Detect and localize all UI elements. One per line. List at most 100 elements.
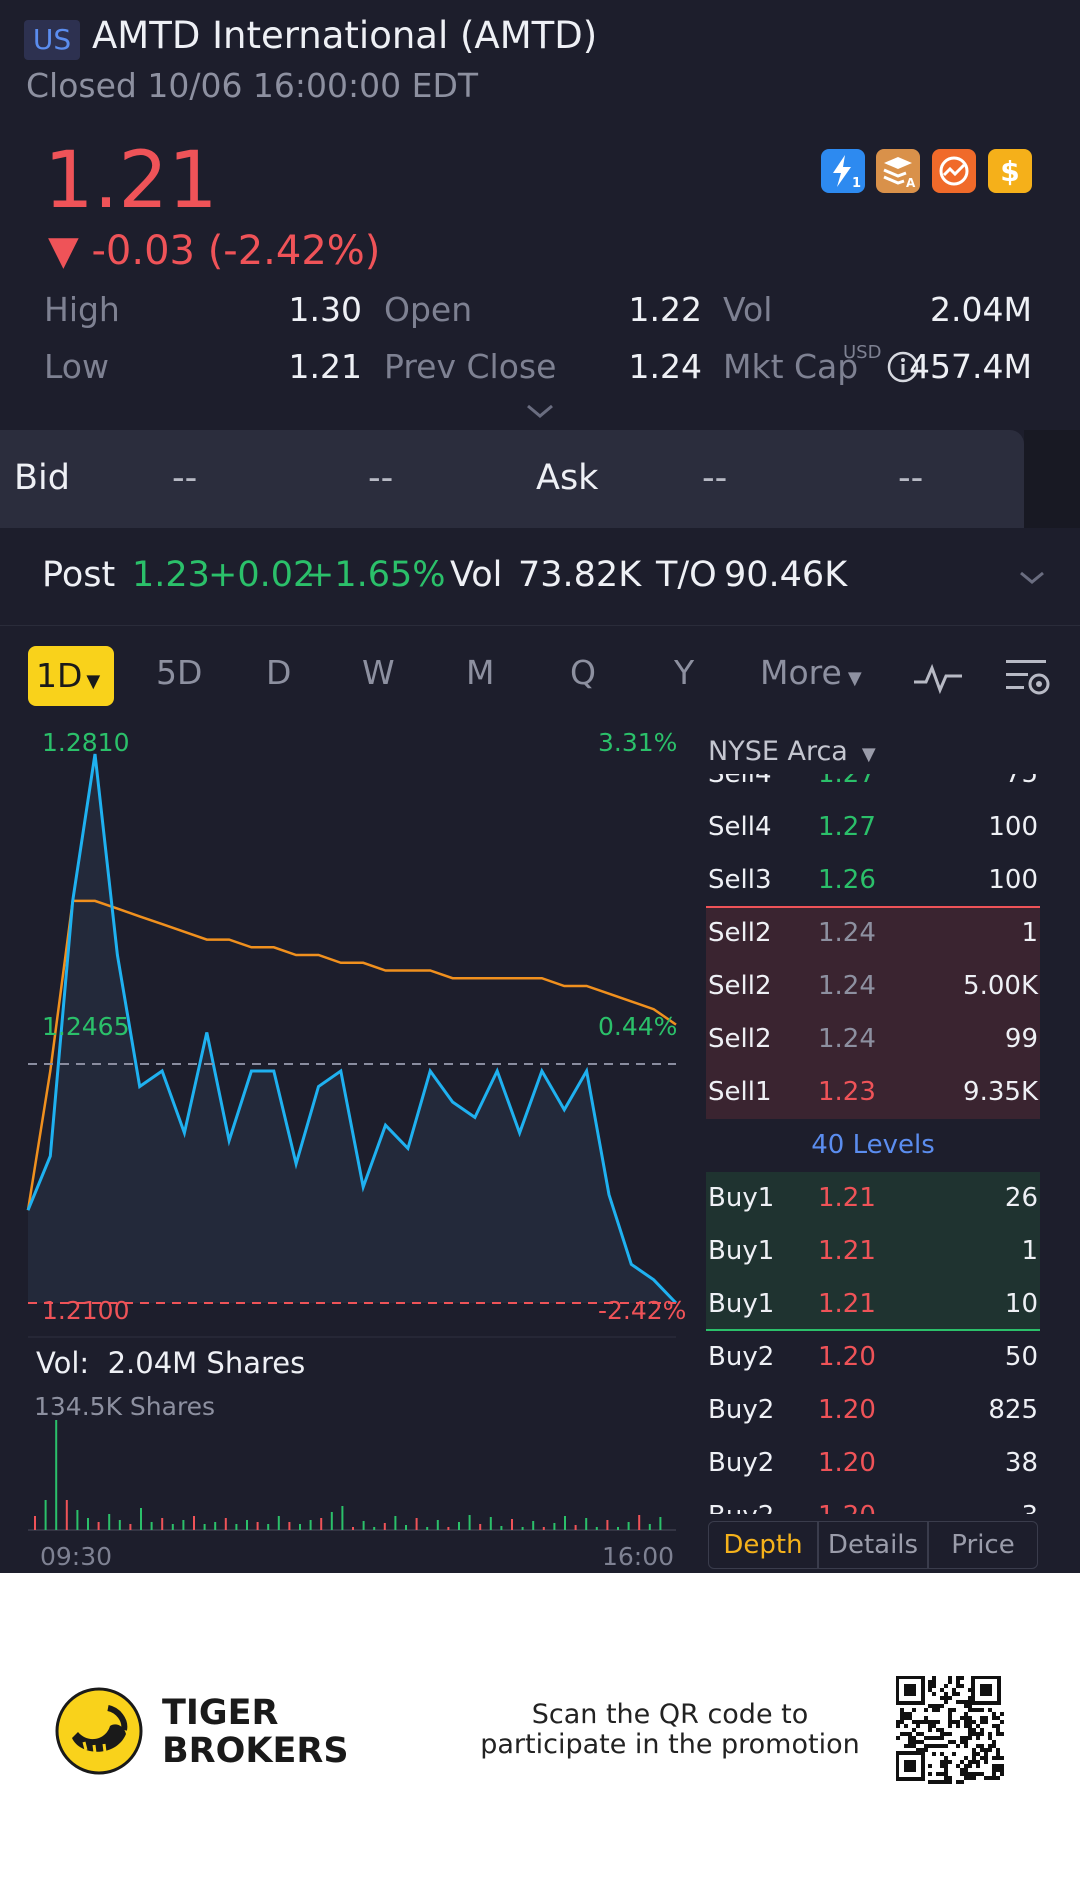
tab-d[interactable]: D — [266, 653, 292, 692]
buy-row[interactable]: Buy2 1.20 38 — [706, 1437, 1040, 1490]
bid-ask-edge — [1024, 430, 1080, 528]
chart-low-pct: -2.42% — [598, 1296, 687, 1325]
tab-details[interactable]: Details — [818, 1521, 928, 1569]
levels-label[interactable]: 40 Levels — [811, 1130, 935, 1160]
volume-bar — [383, 1523, 386, 1530]
post-chevron-icon[interactable] — [1018, 568, 1046, 588]
buy-row[interactable]: Buy1 1.21 10 — [706, 1278, 1040, 1331]
volume-bar — [352, 1527, 354, 1530]
buy-qty: 50 — [1004, 1342, 1038, 1372]
post-label: Post — [42, 555, 116, 595]
sell-qty: 75 — [1004, 774, 1038, 789]
tab-more[interactable]: More ▼ — [760, 653, 862, 692]
market-badge: US — [24, 20, 80, 60]
volume-bar — [277, 1516, 280, 1530]
post-market-row[interactable] — [0, 534, 1080, 626]
vol-value: 2.04M — [930, 290, 1032, 329]
buy-level-label: Buy2 — [708, 1448, 775, 1478]
buy-level-label: Buy1 — [708, 1183, 775, 1213]
tab-1d[interactable]: 1D ▼ — [28, 646, 114, 706]
lightning-level1-icon[interactable]: 1 — [821, 149, 865, 193]
tab-m[interactable]: M — [466, 653, 495, 692]
ask-label: Ask — [536, 458, 599, 498]
sell-row[interactable]: Sell3 1.26 100 — [706, 854, 1040, 907]
tab-depth[interactable]: Depth — [708, 1521, 818, 1569]
buy-row[interactable]: Buy2 1.20 825 — [706, 1384, 1040, 1437]
tab-5d[interactable]: 5D — [156, 653, 203, 692]
mkt-cap-label: Mkt Cap — [723, 347, 859, 386]
tab-y[interactable]: Y — [674, 653, 695, 692]
volume-bar — [564, 1516, 566, 1530]
volume-bar — [246, 1520, 248, 1530]
volume-bar — [288, 1522, 291, 1530]
sell-level-label: Sell2 — [708, 918, 772, 948]
volume-bar — [267, 1524, 270, 1530]
sell-qty: 5.00K — [963, 971, 1038, 1001]
dollar-icon[interactable]: $ — [988, 149, 1032, 193]
options-chart-icon[interactable] — [932, 149, 976, 193]
market-status: Closed 10/06 16:00:00 EDT — [26, 66, 479, 105]
volume-bar — [55, 1420, 58, 1530]
stock-title: AMTD International (AMTD) — [92, 14, 598, 57]
buy-row[interactable]: Buy1 1.21 26 — [706, 1172, 1040, 1225]
last-price: 1.21 — [44, 136, 218, 226]
sell-qty: 1 — [1021, 918, 1038, 948]
high-label: High — [44, 290, 120, 329]
bid-price: -- — [172, 458, 198, 498]
volume-bar — [436, 1520, 439, 1530]
brand-name: TIGER BROKERS — [162, 1693, 349, 1771]
tab-price[interactable]: Price — [928, 1521, 1038, 1569]
sell-row[interactable]: Sell4 1.27 100 — [706, 801, 1040, 854]
sell-row[interactable]: Sell4 1.27 75 — [706, 774, 1040, 801]
volume-bar — [500, 1526, 503, 1530]
bid-size: -- — [368, 458, 394, 498]
tiger-logo-icon — [54, 1686, 144, 1776]
post-change: +0.02 — [208, 555, 316, 595]
post-to-label: T/O — [656, 555, 717, 595]
buy-row[interactable]: Buy2 1.20 50 — [706, 1331, 1040, 1384]
volume-bar — [574, 1525, 577, 1530]
buy-level-label: Buy1 — [708, 1289, 775, 1319]
buy-qty: 825 — [988, 1395, 1038, 1425]
sell-level-label: Sell3 — [708, 865, 772, 895]
intraday-chart[interactable] — [0, 730, 700, 1573]
expand-chevron-icon[interactable] — [524, 400, 556, 422]
exchange-selector[interactable]: NYSE Arca ▼ — [708, 736, 876, 767]
info-icon[interactable] — [886, 350, 920, 384]
buy-row[interactable]: Buy2 1.20 3 — [706, 1490, 1040, 1514]
tab-q[interactable]: Q — [570, 653, 596, 692]
sell-row[interactable]: Sell2 1.24 99 — [706, 1013, 1040, 1066]
tab-w[interactable]: W — [362, 653, 395, 692]
chart-high-pct: 3.31% — [598, 728, 678, 757]
volume-bar — [299, 1524, 301, 1530]
indicator-icon[interactable] — [912, 660, 964, 696]
ask-size: -- — [898, 458, 924, 498]
layers-a-icon[interactable]: A — [876, 149, 920, 193]
buy-qty: 10 — [1004, 1289, 1038, 1319]
qr-code-icon — [896, 1676, 1004, 1784]
volume-bar — [76, 1510, 79, 1530]
volume-bar — [394, 1516, 397, 1530]
sell-row[interactable]: Sell1 1.23 9.35K — [706, 1066, 1040, 1119]
buy-row[interactable]: Buy1 1.21 1 — [706, 1225, 1040, 1278]
volume-bar — [182, 1520, 185, 1530]
sell-price: 1.27 — [818, 812, 876, 842]
volume-bar — [648, 1524, 651, 1530]
sell-row[interactable]: Sell2 1.24 1 — [706, 907, 1040, 960]
vol-label: Vol — [723, 290, 773, 329]
post-to: 90.46K — [724, 555, 848, 595]
price-layer — [26, 753, 678, 1305]
chart-low-price: 1.2100 — [42, 1296, 130, 1325]
bid-ask-bar — [0, 430, 1024, 528]
chart-settings-icon[interactable] — [1004, 656, 1054, 700]
volume-bar — [320, 1518, 323, 1530]
bid-label: Bid — [14, 458, 70, 498]
volume-layer — [34, 1420, 662, 1530]
buy-price: 1.20 — [818, 1342, 876, 1372]
volume-bar — [426, 1527, 429, 1530]
volume-bar — [65, 1500, 68, 1530]
sell-row[interactable]: Sell2 1.24 5.00K — [706, 960, 1040, 1013]
volume-bar — [235, 1524, 238, 1530]
open-value: 1.22 — [628, 290, 702, 329]
buy-level-label: Buy2 — [708, 1395, 775, 1425]
